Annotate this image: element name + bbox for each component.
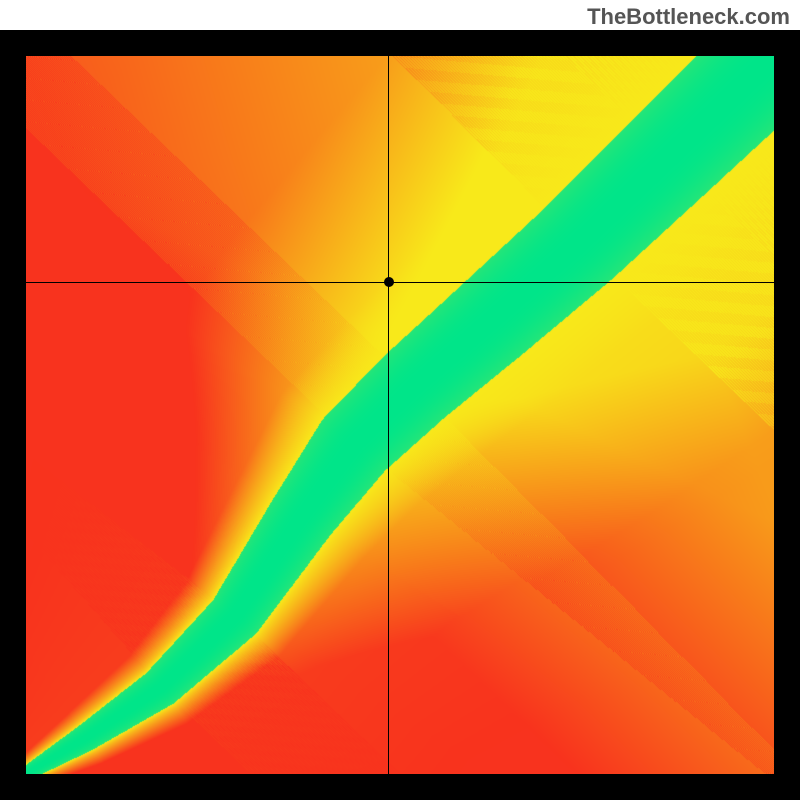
crosshair-vertical (388, 56, 389, 774)
chart-container: TheBottleneck.com (0, 0, 800, 800)
watermark-text: TheBottleneck.com (587, 4, 790, 30)
crosshair-marker (384, 277, 394, 287)
heatmap-canvas (26, 56, 774, 774)
crosshair-horizontal (26, 282, 774, 283)
